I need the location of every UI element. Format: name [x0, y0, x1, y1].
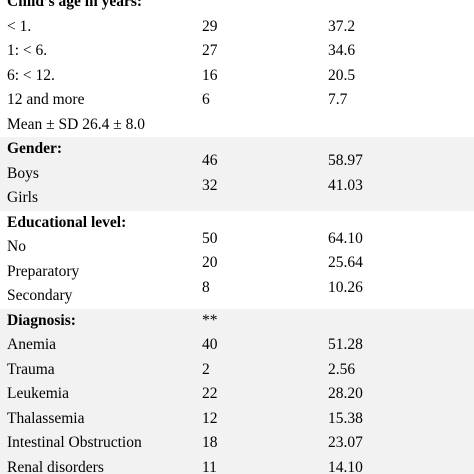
gender-heading: Gender: — [7, 140, 63, 157]
age-heading-row: Child’s age in years: — [0, 0, 474, 15]
table-row: < 1. 29 37.2 — [0, 15, 474, 40]
table-row: Intestinal Obstruction 18 23.07 — [0, 431, 474, 456]
age-heading: Child’s age in years: — [7, 0, 143, 10]
mean-row: Mean ± SD 26.4 ± 8.0 — [0, 113, 474, 138]
percent-cell: 7.7 — [328, 91, 348, 108]
count-cell: 22 — [202, 385, 218, 402]
percent-cell: 14.10 — [328, 458, 363, 474]
count-cell: 46 — [202, 152, 218, 169]
table-row: Preparatory — [0, 260, 474, 285]
percent-cell: 41.03 — [328, 176, 363, 194]
table-row: 6: < 12. 16 20.5 — [0, 64, 474, 89]
education-heading-row: Educational level: — [0, 211, 474, 236]
count-cell: 16 — [202, 66, 218, 84]
education-section: Educational level: No Preparatory Second… — [0, 211, 474, 309]
percent-cell: 23.07 — [328, 434, 363, 451]
diagnosis-heading: Diagnosis: — [7, 311, 76, 329]
age-section: Child’s age in years: < 1. 29 37.2 1: < … — [0, 0, 474, 137]
education-heading: Educational level: — [7, 213, 127, 231]
percent-cell: 15.38 — [328, 409, 363, 427]
percent-cell: 37.2 — [328, 17, 356, 35]
percent-cell: 28.20 — [328, 385, 363, 402]
count-cell: 18 — [202, 434, 218, 451]
table-row: Renal disorders 11 14.10 — [0, 456, 474, 474]
row-label: < 1. — [7, 17, 32, 35]
count-cell: 12 — [202, 409, 218, 427]
table-row: 1: < 6. 27 34.6 — [0, 39, 474, 64]
row-label: Renal disorders — [7, 458, 104, 474]
table-row: No — [0, 235, 474, 260]
diagnosis-section: Diagnosis: ** Anemia 40 51.28 Trauma 2 2… — [0, 308, 474, 474]
mean-sd-text: Mean ± SD 26.4 ± 8.0 — [7, 115, 145, 133]
percent-cell: 25.64 — [328, 254, 363, 271]
table-row: Leukemia 22 28.20 — [0, 382, 474, 407]
table-row: Anemia 40 51.28 — [0, 333, 474, 358]
row-label: Secondary — [7, 287, 73, 304]
count-cell: 20 — [202, 254, 218, 271]
count-cell: 2 — [202, 360, 210, 378]
count-cell: 32 — [202, 176, 218, 194]
row-label: 1: < 6. — [7, 42, 48, 59]
gender-section: Gender: Boys Girls 46 58.97 32 41.03 — [0, 137, 474, 211]
row-label: Girls — [7, 189, 38, 206]
percent-cell: 20.5 — [328, 66, 356, 84]
row-label: Trauma — [7, 360, 55, 378]
percent-cell: 64.10 — [328, 229, 363, 247]
table-row: Secondary — [0, 284, 474, 309]
count-cell: 40 — [202, 336, 218, 353]
table-row: 12 and more 6 7.7 — [0, 88, 474, 113]
row-label: Thalassemia — [7, 409, 85, 427]
count-cell: 11 — [202, 458, 217, 474]
percent-cell: 2.56 — [328, 360, 356, 378]
row-label: Anemia — [7, 336, 57, 353]
table-row: Girls — [0, 186, 474, 211]
table-row: Thalassemia 12 15.38 — [0, 407, 474, 432]
percent-cell: 10.26 — [328, 278, 363, 296]
count-cell: 50 — [202, 229, 218, 247]
percent-cell: 34.6 — [328, 42, 356, 59]
row-label: Boys — [7, 164, 39, 182]
percent-cell: 51.28 — [328, 336, 363, 353]
row-label: 12 and more — [7, 91, 85, 108]
row-label: Intestinal Obstruction — [7, 434, 142, 451]
row-label: Leukemia — [7, 385, 69, 402]
percent-cell: 58.97 — [328, 152, 363, 169]
count-cell: 29 — [202, 17, 218, 35]
count-cell: 6 — [202, 91, 210, 108]
table-row: Boys — [0, 162, 474, 187]
table-row: Trauma 2 2.56 — [0, 358, 474, 383]
row-label: Preparatory — [7, 262, 80, 280]
diagnosis-heading-row: Diagnosis: ** — [0, 309, 474, 334]
gender-heading-row: Gender: — [0, 137, 474, 162]
significance-marker: ** — [202, 311, 218, 329]
count-cell: 27 — [202, 42, 218, 59]
row-label: No — [7, 238, 26, 255]
count-cell: 8 — [202, 278, 210, 296]
row-label: 6: < 12. — [7, 66, 55, 84]
